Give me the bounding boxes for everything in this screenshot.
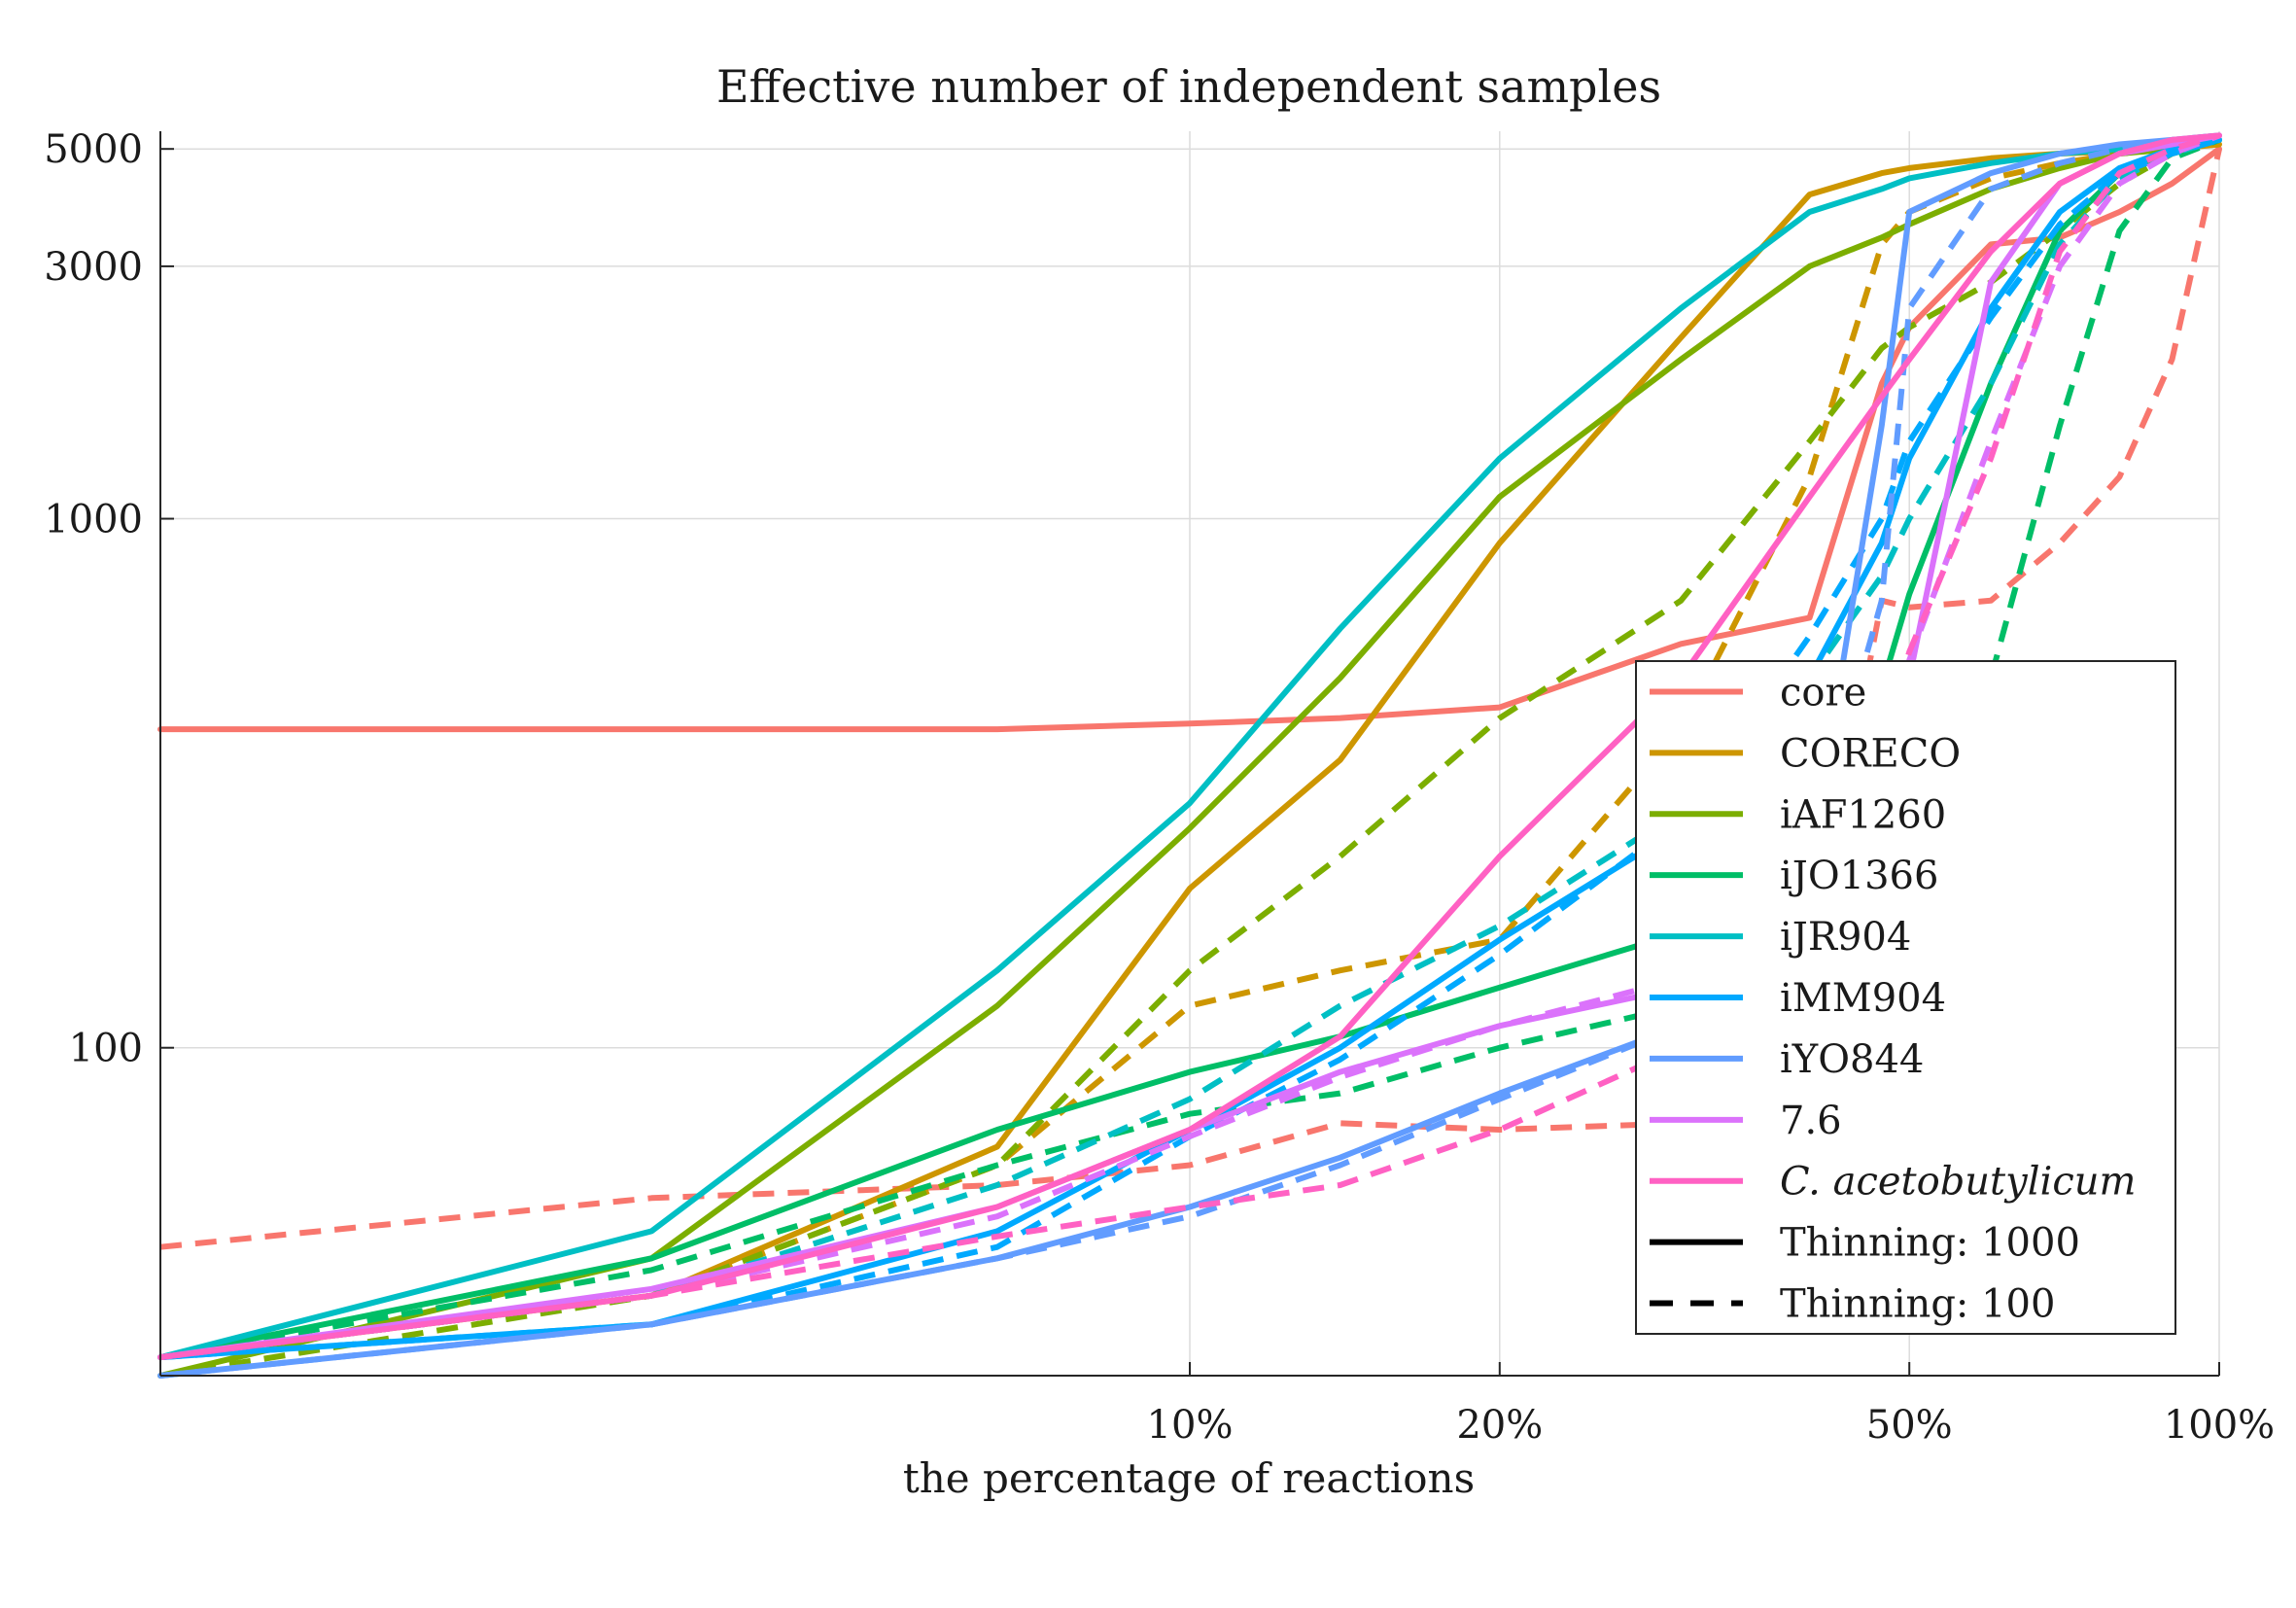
legend-label: iMM904: [1780, 976, 1946, 1021]
x-axis-label: the percentage of reactions: [903, 1454, 1475, 1502]
legend-label: iAF1260: [1780, 792, 1946, 837]
legend-label: Thinning: 1000: [1780, 1221, 2080, 1266]
plot-lines: [157, 132, 2222, 1379]
x-tick-label: 10%: [1147, 1403, 1234, 1448]
x-tick-label: 100%: [2164, 1403, 2275, 1448]
chart-title: Effective number of independent samples: [716, 60, 1661, 113]
x-tick-label: 50%: [1866, 1403, 1953, 1448]
y-tick-label: 3000: [44, 245, 143, 290]
y-tick-label: 100: [69, 1027, 143, 1071]
legend-label: core: [1780, 670, 1866, 715]
series-line-iyo844-thinning-100: [159, 132, 2220, 1379]
series-line-iaf1260-thinning-100: [159, 137, 2220, 1379]
y-tick-label: 1000: [44, 498, 143, 542]
legend: core CORECO iAF1260 iJO1366 iJR904 iMM904 iYO8…: [1635, 660, 2176, 1335]
series-line-c-acetobutylicum-thinning-1000: [157, 132, 2222, 1361]
axes: 10% 20% 50% 100% 100 1000 3000 5000: [44, 127, 2275, 1448]
legend-label: iYO844: [1780, 1037, 1924, 1082]
series-line-7-6-thinning-100: [159, 132, 2221, 1361]
legend-label: iJR904: [1780, 915, 1911, 960]
series-line-iaf1260-thinning-1000: [157, 136, 2222, 1379]
legend-label: Thinning: 100: [1780, 1282, 2055, 1327]
legend-label: 7.6: [1780, 1099, 1842, 1143]
y-tick-label: 5000: [44, 127, 143, 172]
series-line-imm904-thinning-100: [159, 137, 2220, 1361]
series-line-core-thinning-1000: [157, 146, 2222, 733]
x-tick-label: 20%: [1456, 1403, 1543, 1448]
legend-label: CORECO: [1780, 731, 1961, 776]
legend-label: iJO1366: [1780, 854, 1938, 898]
legend-label: C. acetobutylicum: [1780, 1160, 2136, 1205]
series-line-ijr904-thinning-1000: [157, 136, 2222, 1361]
